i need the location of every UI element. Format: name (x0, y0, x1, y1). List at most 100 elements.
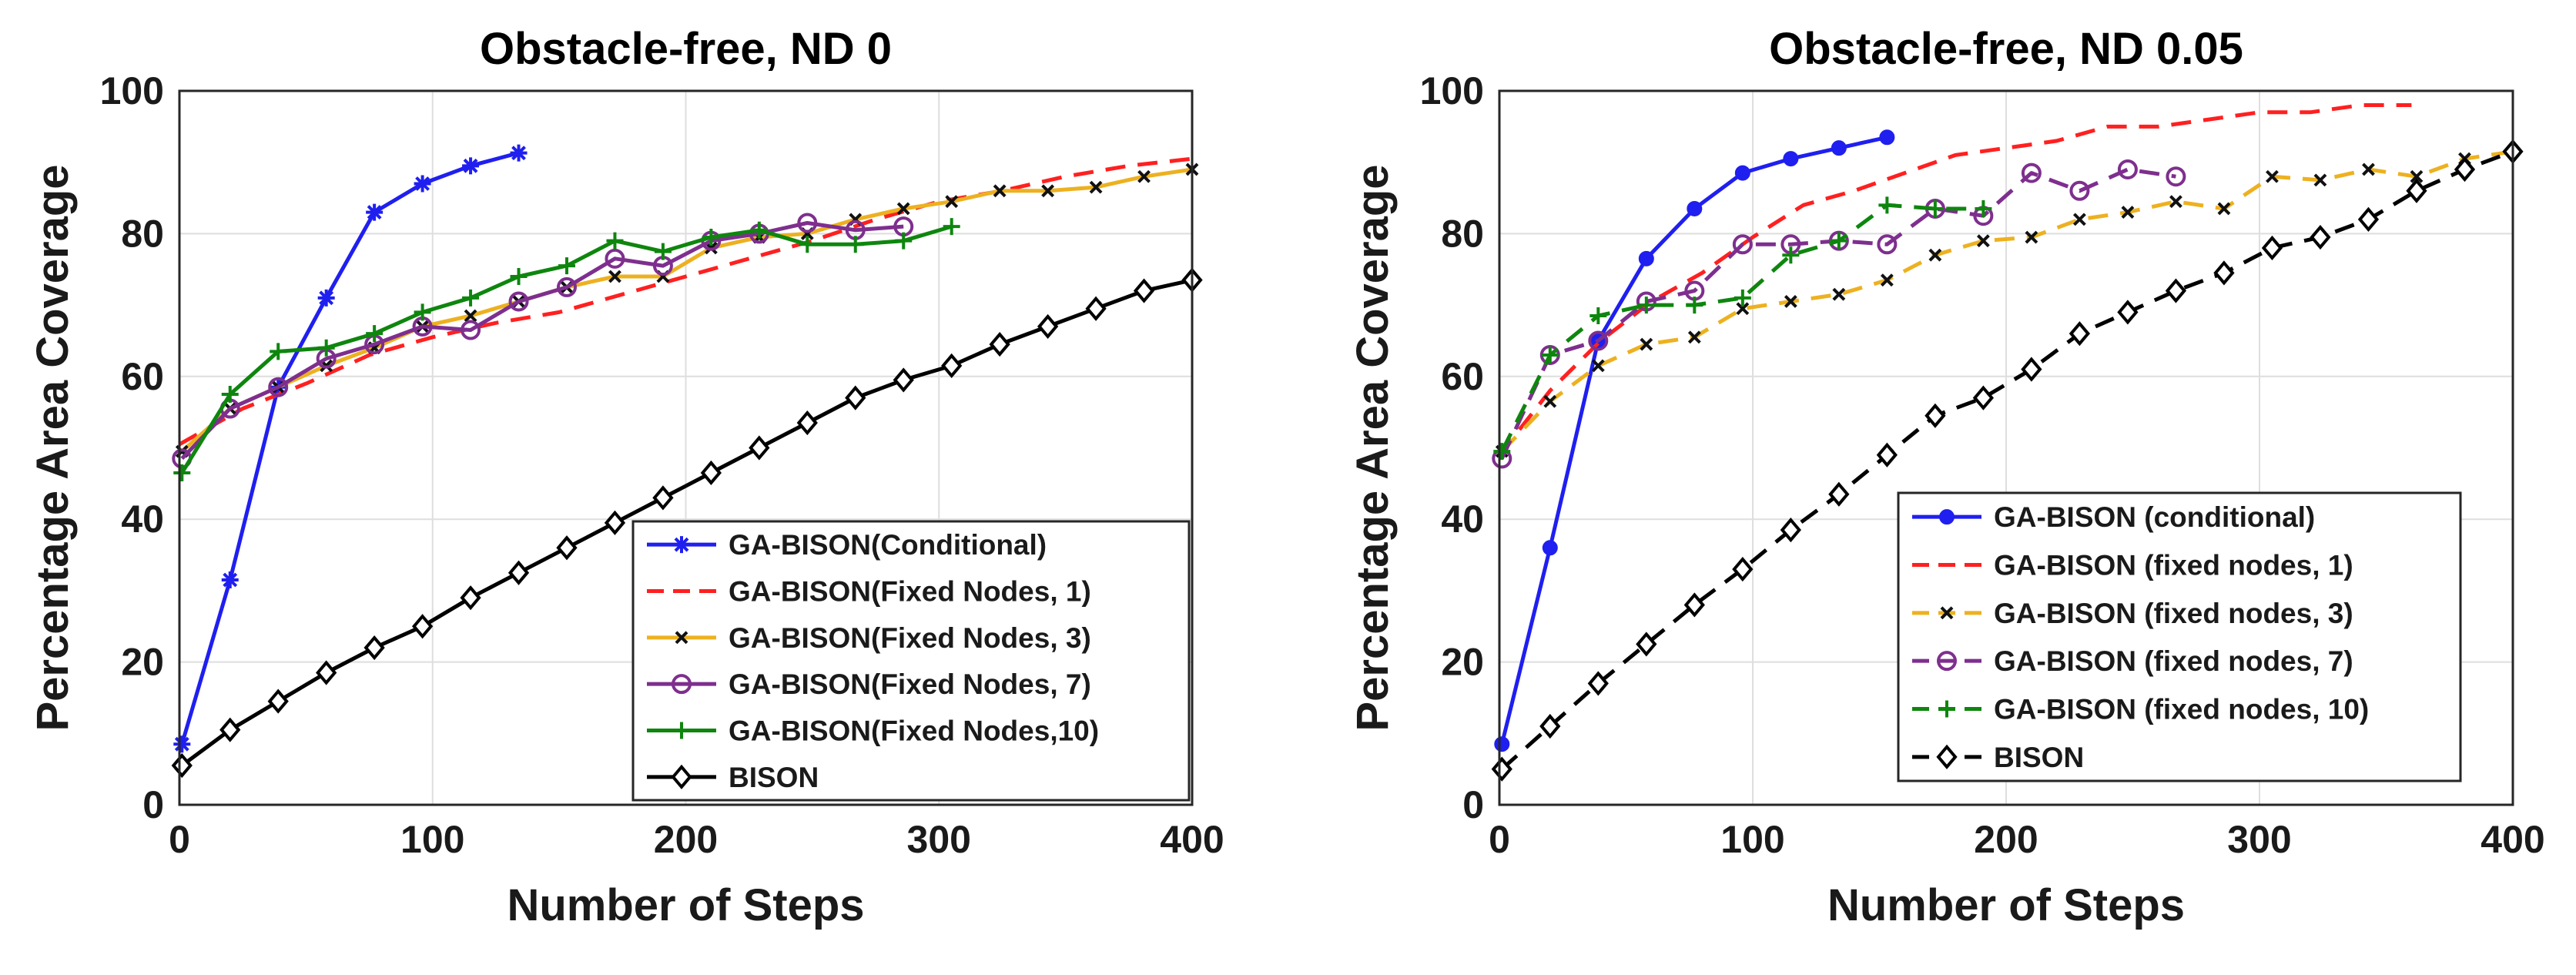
data-point-marker (1591, 359, 1605, 373)
data-point-marker (1637, 297, 1655, 314)
series-bison (171, 267, 1203, 779)
series-line (180, 221, 904, 461)
data-point-marker (1089, 180, 1103, 194)
tick-labels: 0 100 200 300 400 0 20 40 60 80 100 (1420, 69, 2545, 861)
x-tick-label: 400 (2481, 818, 2544, 861)
data-point-marker (2357, 206, 2380, 232)
data-point-marker (1493, 443, 1511, 461)
x-tick-label: 0 (169, 818, 190, 861)
data-point-marker (2117, 300, 2139, 325)
data-point-marker (2021, 357, 2042, 382)
chart-panel-nd-0: 0 100 200 300 400 0 20 40 60 80 100 Obstacle-free,… (28, 24, 1224, 930)
data-point-marker (1588, 330, 1609, 351)
data-point-marker (846, 236, 864, 253)
legend-box (1897, 491, 2462, 782)
data-point-marker (270, 343, 287, 360)
series-line (1500, 203, 1984, 453)
data-point-marker (700, 460, 722, 486)
data-point-marker (2165, 278, 2187, 303)
data-point-marker (1687, 200, 1703, 216)
data-point-marker (1541, 346, 1559, 364)
x-axis-label: Number of Steps (507, 880, 864, 930)
data-point-marker (895, 232, 913, 250)
legend-box (631, 520, 1191, 802)
legend-item: GA-BISON(Fixed Nodes, 1) (647, 576, 1091, 608)
data-point-marker (2217, 202, 2231, 216)
y-tick-label: 80 (1441, 212, 1484, 255)
data-point-marker (893, 367, 914, 393)
data-point-marker (1828, 481, 1850, 507)
data-point-marker (1877, 234, 1898, 255)
data-point-marker (2266, 169, 2279, 183)
data-point-marker (1878, 196, 1896, 214)
x-tick-label: 100 (400, 818, 464, 861)
data-point-marker (2213, 260, 2235, 286)
data-point-marker (605, 248, 625, 269)
data-point-marker (462, 157, 480, 175)
legend-label: GA-BISON(Fixed Nodes, 3) (729, 622, 1091, 654)
data-point-marker (796, 410, 818, 436)
data-point-marker (943, 218, 960, 236)
series-line (179, 151, 520, 745)
data-point-marker (2121, 206, 2135, 219)
legend-item: BISON (647, 762, 819, 793)
data-point-marker (1734, 165, 1750, 181)
legend-swatch-marker (1937, 651, 1957, 672)
y-tick-label: 40 (121, 498, 164, 541)
data-point-marker (556, 535, 578, 561)
legend-swatch-marker (675, 631, 688, 645)
data-point-marker (797, 213, 818, 233)
data-point-marker (411, 614, 434, 639)
data-point-marker (608, 270, 621, 283)
y-tick-label: 40 (1441, 498, 1484, 541)
x-tick-label: 0 (1489, 818, 1510, 861)
data-point-marker (1542, 540, 1558, 556)
data-point-marker (2025, 230, 2038, 244)
legend-label: GA-BISON (fixed nodes, 3) (1994, 598, 2353, 629)
legend-item: GA-BISON (fixed nodes, 10) (1912, 694, 2369, 725)
data-point-marker (654, 243, 672, 260)
y-tick-label: 60 (121, 355, 164, 398)
data-point-marker (221, 571, 239, 588)
data-point-marker (1589, 307, 1607, 325)
series-ga-bison-conditional (1494, 129, 1895, 752)
data-point-marker (606, 232, 624, 250)
x-tick-label: 300 (2227, 818, 2291, 861)
x-axis-label: Number of Steps (1827, 880, 2185, 930)
legend-swatch-marker (671, 764, 692, 789)
series-line (180, 278, 1193, 768)
series-ga-bison-fixed-nodes-3 (175, 162, 1199, 458)
series-ga-bison-fixed-nodes-10 (1493, 196, 1992, 461)
legend-label: GA-BISON(Fixed Nodes, 1) (729, 576, 1091, 608)
data-point-marker (414, 175, 431, 193)
series-ga-bison-fixed-nodes-1 (1498, 103, 2412, 457)
data-point-marker (1975, 199, 1992, 217)
data-point-marker (1926, 199, 1944, 217)
data-point-marker (510, 268, 528, 286)
legend-swatch-marker (673, 536, 690, 554)
series-bison (1491, 139, 2524, 782)
data-point-marker (1494, 736, 1510, 752)
legend-item: GA-BISON(Conditional) (647, 529, 1047, 561)
data-point-marker (2261, 235, 2283, 261)
data-point-marker (464, 309, 477, 323)
data-point-marker (2362, 162, 2375, 176)
data-point-marker (896, 202, 910, 216)
data-point-marker (1539, 713, 1561, 739)
data-point-marker (1783, 151, 1799, 167)
series-ga-bison-conditional (173, 144, 528, 753)
data-point-marker (604, 510, 626, 535)
legend-label: GA-BISON(Fixed Nodes,10) (729, 715, 1099, 747)
legend-swatch-marker (673, 722, 690, 739)
legend-label: BISON (729, 762, 819, 793)
series-ga-bison-fixed-nodes-1 (178, 156, 1193, 447)
legend-item: GA-BISON (fixed nodes, 3) (1912, 598, 2353, 629)
data-point-marker (267, 689, 289, 714)
y-tick-label: 100 (100, 69, 164, 112)
data-point-marker (1732, 556, 1754, 582)
series-line (180, 167, 1193, 453)
data-point-marker (1832, 287, 1846, 301)
data-point-marker (2406, 178, 2427, 203)
data-point-marker (556, 276, 577, 297)
data-point-marker (1638, 250, 1654, 266)
